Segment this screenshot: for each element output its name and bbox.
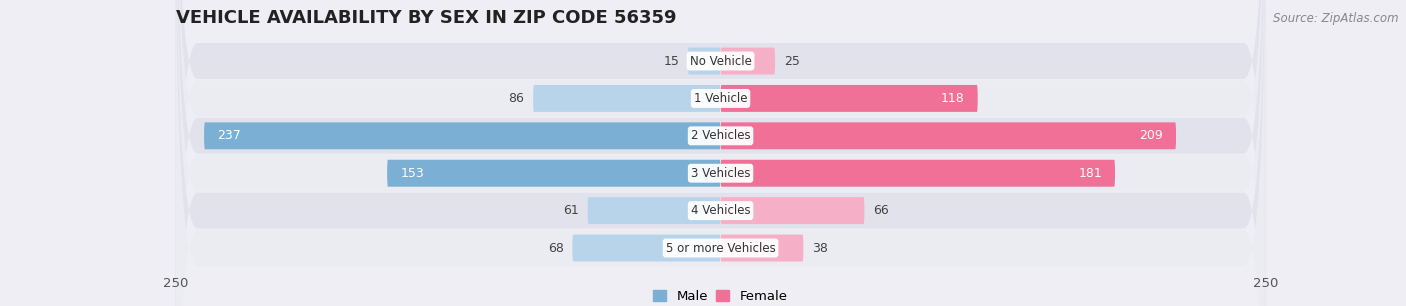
FancyBboxPatch shape (721, 160, 1115, 187)
FancyBboxPatch shape (176, 0, 1265, 306)
Text: 209: 209 (1139, 129, 1163, 142)
FancyBboxPatch shape (533, 85, 721, 112)
FancyBboxPatch shape (721, 235, 803, 262)
FancyBboxPatch shape (721, 85, 977, 112)
Text: Source: ZipAtlas.com: Source: ZipAtlas.com (1274, 12, 1399, 25)
FancyBboxPatch shape (387, 160, 721, 187)
FancyBboxPatch shape (176, 0, 1265, 306)
FancyBboxPatch shape (204, 122, 721, 149)
FancyBboxPatch shape (721, 122, 1175, 149)
FancyBboxPatch shape (721, 47, 775, 74)
Text: 25: 25 (783, 54, 800, 68)
FancyBboxPatch shape (721, 197, 865, 224)
Text: No Vehicle: No Vehicle (689, 54, 752, 68)
Text: 1 Vehicle: 1 Vehicle (693, 92, 748, 105)
FancyBboxPatch shape (688, 47, 721, 74)
Text: 5 or more Vehicles: 5 or more Vehicles (665, 241, 776, 255)
Text: 181: 181 (1078, 167, 1102, 180)
Legend: Male, Female: Male, Female (648, 285, 793, 306)
FancyBboxPatch shape (572, 235, 721, 262)
Text: 153: 153 (401, 167, 425, 180)
FancyBboxPatch shape (176, 0, 1265, 306)
FancyBboxPatch shape (588, 197, 721, 224)
Text: 237: 237 (217, 129, 240, 142)
Text: 38: 38 (813, 241, 828, 255)
Text: 3 Vehicles: 3 Vehicles (690, 167, 751, 180)
Text: VEHICLE AVAILABILITY BY SEX IN ZIP CODE 56359: VEHICLE AVAILABILITY BY SEX IN ZIP CODE … (176, 9, 676, 27)
Text: 66: 66 (873, 204, 889, 217)
Text: 61: 61 (564, 204, 579, 217)
FancyBboxPatch shape (176, 0, 1265, 306)
FancyBboxPatch shape (176, 0, 1265, 306)
Text: 68: 68 (548, 241, 564, 255)
Text: 15: 15 (664, 54, 679, 68)
Text: 4 Vehicles: 4 Vehicles (690, 204, 751, 217)
Text: 118: 118 (941, 92, 965, 105)
FancyBboxPatch shape (176, 0, 1265, 306)
Text: 2 Vehicles: 2 Vehicles (690, 129, 751, 142)
Text: 86: 86 (509, 92, 524, 105)
